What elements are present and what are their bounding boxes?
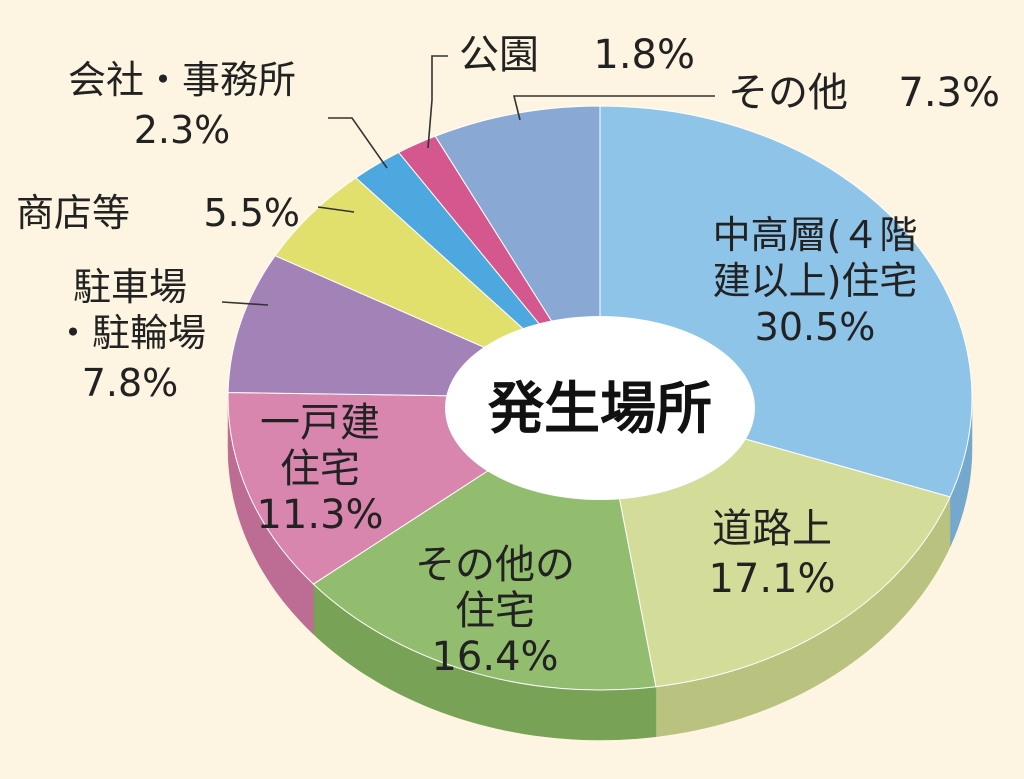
slice-label-3-line1: 住宅 — [280, 446, 360, 492]
leader-park — [427, 55, 448, 149]
slice-label-5: 商店等 — [16, 191, 130, 235]
leader-other — [512, 95, 715, 121]
slice-label-0: 中高層(４階 — [713, 213, 918, 257]
slice-label-7: 公園 — [459, 32, 539, 78]
slice-percent-3: 11.3% — [256, 492, 383, 538]
slice-label-2: その他の — [415, 542, 575, 588]
slice-label-6: 会社・事務所 — [68, 58, 296, 102]
leader-lines — [221, 55, 715, 306]
slice-label-0-line1: 建以上)住宅 — [713, 259, 918, 303]
slice-percent-7: 1.8% — [593, 32, 695, 78]
leader-parking — [221, 301, 269, 306]
slice-percent-1: 17.1% — [708, 556, 835, 602]
center-hole — [445, 316, 755, 500]
slice-percent-2: 16.4% — [431, 634, 558, 680]
slice-percent-6: 2.3% — [134, 108, 231, 152]
slice-label-3: 一戸建 — [260, 400, 380, 446]
center-title: 発生場所 — [488, 377, 712, 442]
slice-label-4: 駐車場 — [73, 265, 187, 309]
slice-label-4-line1: ・駐輪場 — [54, 311, 206, 355]
slice-percent-5: 5.5% — [203, 191, 300, 235]
slice-label-2-line1: 住宅 — [455, 588, 535, 634]
slice-labels: 中高層(４階建以上)住宅30.5%道路上17.1%その他の住宅16.4%一戸建住… — [16, 32, 1000, 680]
slice-percent-4: 7.8% — [82, 361, 179, 405]
slice-label-8: その他 — [728, 70, 848, 116]
leader-shop — [317, 206, 355, 213]
leader-office — [328, 117, 388, 169]
slice-percent-0: 30.5% — [755, 305, 876, 349]
slice-label-1: 道路上 — [712, 506, 832, 552]
slice-percent-8: 7.3% — [898, 70, 1000, 116]
